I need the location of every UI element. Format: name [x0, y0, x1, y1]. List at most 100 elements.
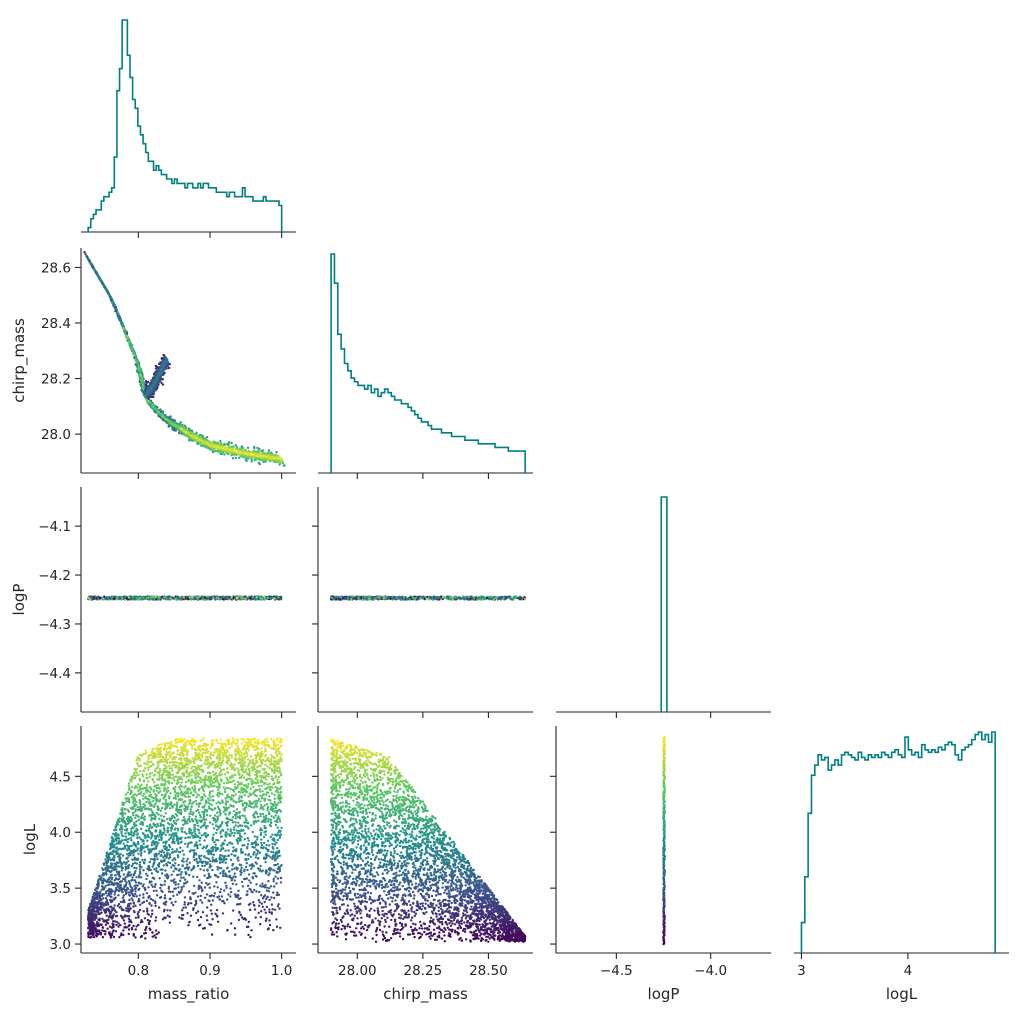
- scatter-point: [192, 436, 195, 439]
- scatter-point: [239, 455, 243, 458]
- scatter-point: [139, 597, 142, 600]
- scatter-point: [160, 370, 163, 373]
- scatter-point: [205, 436, 209, 439]
- scatter-point: [135, 364, 138, 367]
- scatter-point: [225, 447, 229, 450]
- scatter-point: [429, 595, 432, 599]
- logp-ytick-label: −4.1: [38, 519, 71, 535]
- scatter-point: [263, 454, 267, 458]
- scatter-point: [134, 355, 137, 358]
- scatter-point: [114, 305, 117, 308]
- scatter-point: [227, 442, 230, 445]
- scatter-point: [237, 821, 240, 824]
- scatter-point: [273, 460, 276, 464]
- scatter-point: [260, 449, 264, 453]
- scatter-point: [275, 451, 278, 454]
- chirp-mass-histogram: [330, 253, 526, 473]
- scatter-point: [512, 597, 515, 600]
- scatter-point: [228, 449, 231, 453]
- scatter-point: [130, 598, 133, 601]
- scatter-point: [211, 789, 214, 793]
- scatter-point: [262, 452, 265, 455]
- scatter-point: [112, 597, 116, 600]
- scatter-point: [221, 874, 225, 878]
- scatter-point: [268, 595, 271, 598]
- scatter-point: [438, 598, 441, 601]
- scatter-point: [132, 351, 136, 355]
- scatter-point: [143, 390, 147, 393]
- scatter-point: [118, 880, 122, 884]
- scatter-point: [268, 456, 271, 460]
- scatter-point: [144, 383, 148, 386]
- scatter-point: [354, 596, 357, 600]
- scatter-point: [139, 370, 142, 373]
- scatter-point: [127, 339, 130, 343]
- scatter-point: [246, 446, 250, 449]
- scatter-point: [189, 598, 193, 601]
- scatter-point: [109, 299, 113, 302]
- scatter-point: [422, 595, 425, 598]
- scatter-point: [153, 386, 156, 389]
- scatter-point: [167, 366, 171, 370]
- scatter-point: [114, 309, 117, 313]
- scatter-point: [143, 597, 146, 600]
- scatter-point: [270, 596, 273, 599]
- scatter-point: [180, 432, 183, 435]
- scatter-point: [184, 595, 187, 599]
- mass-ratio-chirp-scatter: [83, 250, 286, 467]
- scatter-point: [88, 259, 91, 263]
- scatter-point: [250, 453, 253, 456]
- scatter-point: [149, 381, 152, 385]
- scatter-point: [273, 797, 276, 800]
- scatter-point: [383, 595, 386, 599]
- scatter-point: [164, 356, 167, 360]
- scatter-point: [234, 793, 237, 796]
- scatter-point: [157, 411, 160, 414]
- scatter-point: [477, 596, 480, 600]
- scatter-point: [347, 597, 350, 600]
- scatter-point: [399, 597, 403, 600]
- scatter-point: [339, 598, 342, 601]
- scatter-point: [280, 459, 284, 462]
- scatter-point: [141, 794, 144, 798]
- scatter-point: [237, 918, 241, 922]
- scatter-point: [509, 597, 512, 600]
- scatter-point: [140, 381, 143, 385]
- scatter-point: [159, 361, 162, 364]
- scatter-point: [178, 431, 181, 435]
- scatter-point: [167, 425, 170, 428]
- scatter-point: [266, 457, 269, 460]
- scatter-point: [223, 442, 226, 445]
- scatter-point: [212, 449, 216, 452]
- chirp-logp-scatter: [329, 595, 527, 601]
- scatter-point: [244, 768, 248, 771]
- scatter-point: [219, 440, 222, 443]
- scatter-point: [493, 597, 496, 601]
- scatter-point: [257, 453, 261, 456]
- scatter-point: [230, 445, 233, 448]
- scatter-point: [180, 428, 183, 431]
- scatter-point: [116, 313, 120, 316]
- scatter-point: [151, 382, 155, 385]
- scatter-point: [118, 597, 122, 600]
- logp-ytick-label: −4.4: [38, 666, 71, 682]
- scatter-point: [153, 410, 156, 413]
- scatter-point: [259, 596, 262, 600]
- scatter-point: [459, 597, 463, 600]
- scatter-point: [162, 415, 165, 418]
- scatter-point: [209, 814, 212, 817]
- scatter-point: [195, 431, 198, 434]
- scatter-point: [402, 595, 406, 599]
- scatter-point: [358, 597, 361, 600]
- scatter-point: [228, 595, 231, 599]
- scatter-point: [172, 427, 175, 430]
- scatter-point: [120, 320, 123, 323]
- scatter-point: [92, 266, 95, 269]
- scatter-point: [150, 386, 153, 390]
- scatter-point: [257, 457, 261, 461]
- scatter-point: [235, 453, 238, 457]
- scatter-point: [187, 427, 190, 430]
- scatter-point: [223, 453, 226, 456]
- scatter-point: [257, 904, 261, 907]
- scatter-point: [240, 597, 243, 600]
